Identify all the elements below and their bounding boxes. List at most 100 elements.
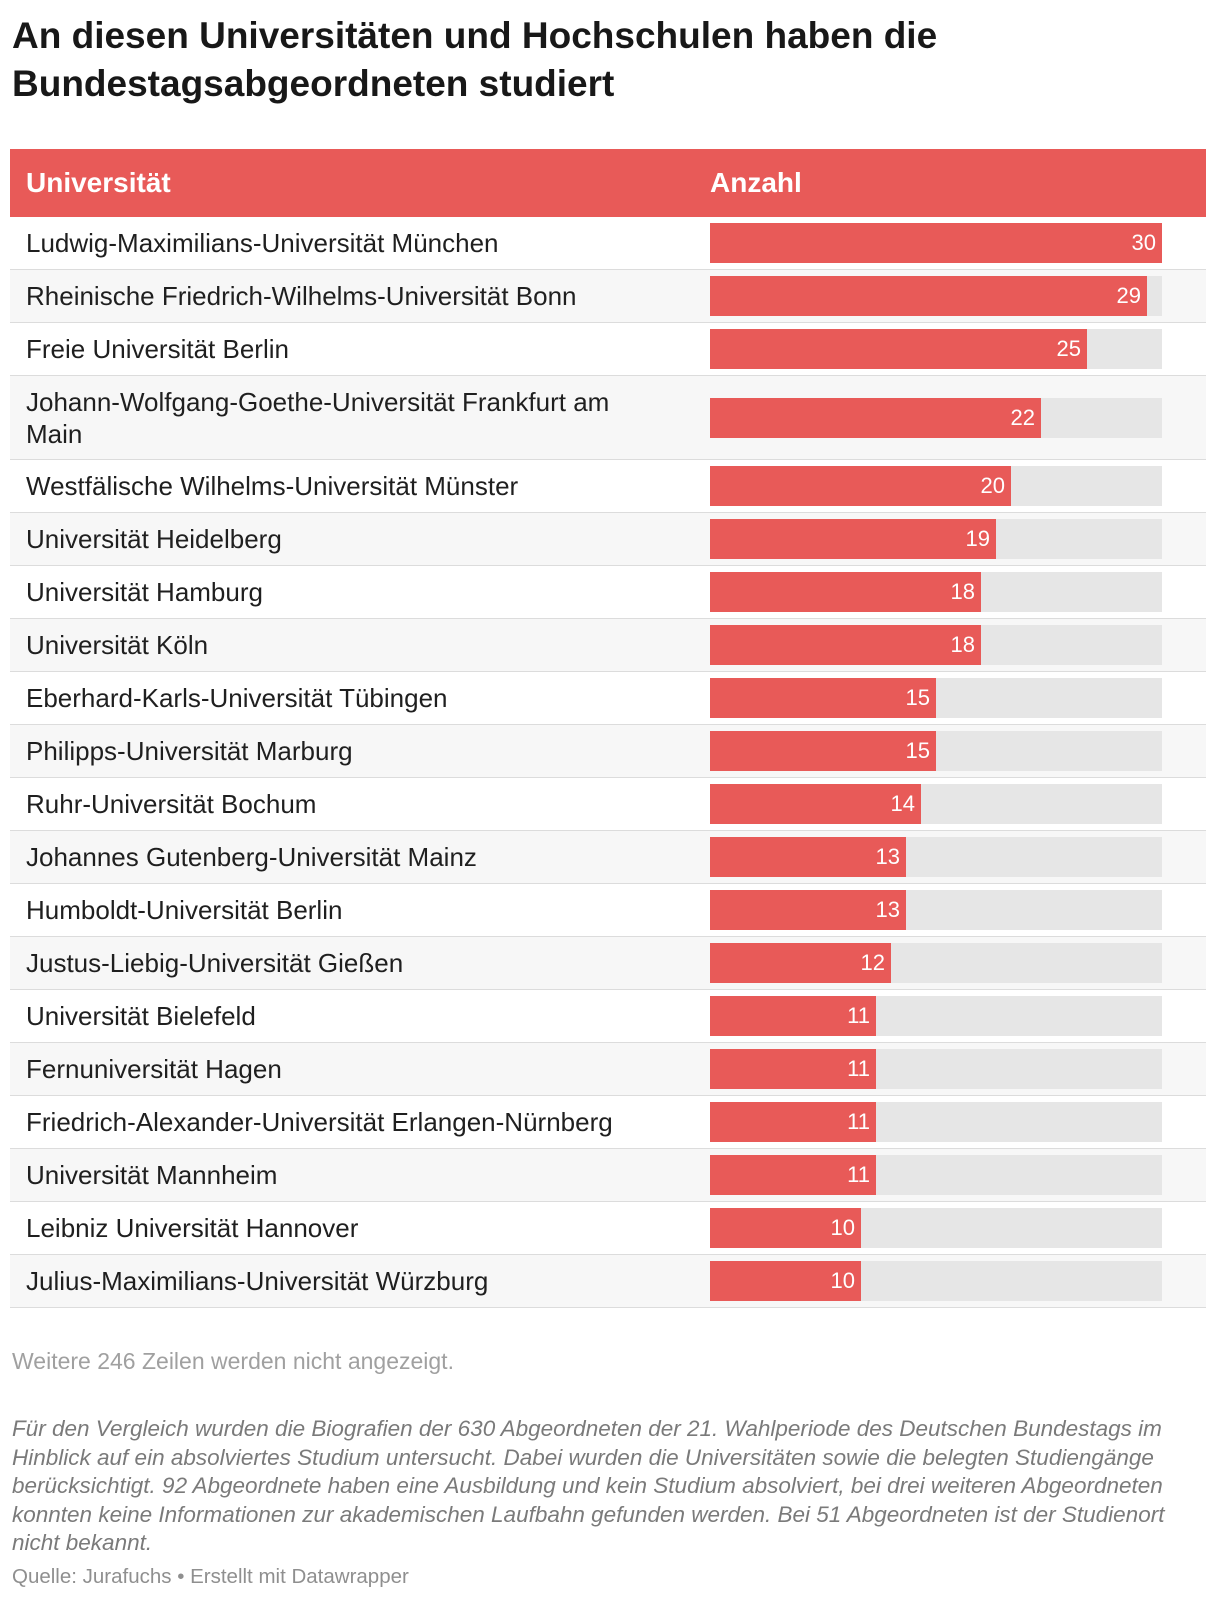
table-row: Universität Köln 18 bbox=[10, 619, 1206, 672]
bar: 10 bbox=[710, 1208, 861, 1248]
university-name: Eberhard-Karls-Universität Tübingen bbox=[26, 683, 448, 713]
column-header-anzahl[interactable]: Anzahl bbox=[710, 167, 802, 198]
bar: 11 bbox=[710, 1049, 876, 1089]
bar-track: 25 bbox=[710, 329, 1162, 369]
bar-cell: 15 bbox=[710, 725, 1206, 777]
bar-value-label: 10 bbox=[830, 1215, 855, 1240]
bar-track: 15 bbox=[710, 731, 1162, 771]
bar-value-label: 13 bbox=[875, 844, 900, 869]
bar-value-label: 13 bbox=[875, 897, 900, 922]
bar-cell: 11 bbox=[710, 1096, 1206, 1148]
bar-track: 13 bbox=[710, 890, 1162, 930]
table-row: Ruhr-Universität Bochum 14 bbox=[10, 778, 1206, 831]
data-table: Universität Anzahl Ludwig-Maximilians-Un… bbox=[10, 149, 1206, 1308]
university-name: Rheinische Friedrich-Wilhelms-Universitä… bbox=[26, 281, 577, 311]
bar: 18 bbox=[710, 625, 981, 665]
bar-cell: 10 bbox=[710, 1202, 1206, 1254]
bar-value-label: 30 bbox=[1131, 230, 1156, 255]
bar-value-label: 10 bbox=[830, 1268, 855, 1293]
source-credit: Quelle: Jurafuchs • Erstellt mit Datawra… bbox=[12, 1565, 409, 1588]
bar-cell: 13 bbox=[710, 831, 1206, 883]
bar-value-label: 18 bbox=[950, 632, 975, 657]
table-row: Universität Heidelberg 19 bbox=[10, 513, 1206, 566]
table-row: Universität Hamburg 18 bbox=[10, 566, 1206, 619]
bar: 14 bbox=[710, 784, 921, 824]
bar: 11 bbox=[710, 1102, 876, 1142]
bar-track: 11 bbox=[710, 1102, 1162, 1142]
table-row: Rheinische Friedrich-Wilhelms-Universitä… bbox=[10, 270, 1206, 323]
bar-cell: 25 bbox=[710, 323, 1206, 375]
table-header: Universität Anzahl bbox=[10, 149, 1206, 217]
bar-value-label: 11 bbox=[847, 1109, 870, 1134]
table-row: Johann-Wolfgang-Goethe-Universität Frank… bbox=[10, 376, 1206, 460]
bar-value-label: 14 bbox=[890, 791, 915, 816]
university-name: Universität Köln bbox=[26, 630, 209, 660]
bar-cell: 12 bbox=[710, 937, 1206, 989]
bar-track: 11 bbox=[710, 1155, 1162, 1195]
university-name: Julius-Maximilians-Universität Würzburg bbox=[26, 1266, 489, 1296]
bar-cell: 11 bbox=[710, 1149, 1206, 1201]
table-row: Universität Mannheim 11 bbox=[10, 1149, 1206, 1202]
bar-value-label: 22 bbox=[1010, 404, 1035, 430]
bar-value-label: 15 bbox=[905, 738, 930, 763]
bar: 10 bbox=[710, 1261, 861, 1301]
bar: 13 bbox=[710, 890, 906, 930]
university-name: Friedrich-Alexander-Universität Erlangen… bbox=[26, 1107, 613, 1137]
table-row: Philipps-Universität Marburg 15 bbox=[10, 725, 1206, 778]
university-name: Universität Bielefeld bbox=[26, 1001, 256, 1031]
table-row: Freie Universität Berlin 25 bbox=[10, 323, 1206, 376]
university-name: Ludwig-Maximilians-Universität München bbox=[26, 228, 499, 258]
university-name: Ruhr-Universität Bochum bbox=[26, 789, 317, 819]
table-row: Johannes Gutenberg-Universität Mainz 13 bbox=[10, 831, 1206, 884]
table-row: Leibniz Universität Hannover 10 bbox=[10, 1202, 1206, 1255]
bar-track: 15 bbox=[710, 678, 1162, 718]
bar: 15 bbox=[710, 678, 936, 718]
bar-track: 10 bbox=[710, 1208, 1162, 1248]
university-name: Universität Hamburg bbox=[26, 577, 263, 607]
university-name: Justus-Liebig-Universität Gießen bbox=[26, 948, 404, 978]
bar: 30 bbox=[710, 223, 1162, 263]
university-name: Universität Mannheim bbox=[26, 1160, 278, 1190]
bar-track: 11 bbox=[710, 996, 1162, 1036]
bar-value-label: 12 bbox=[860, 950, 885, 975]
bar-value-label: 19 bbox=[965, 526, 990, 551]
bar: 25 bbox=[710, 329, 1087, 369]
bar: 11 bbox=[710, 996, 876, 1036]
table-row: Eberhard-Karls-Universität Tübingen 15 bbox=[10, 672, 1206, 725]
bar-cell: 11 bbox=[710, 1043, 1206, 1095]
bar-value-label: 18 bbox=[950, 579, 975, 604]
university-name: Humboldt-Universität Berlin bbox=[26, 895, 343, 925]
table-row: Westfälische Wilhelms-Universität Münste… bbox=[10, 460, 1206, 513]
methodology-note: Für den Vergleich wurden die Biografien … bbox=[12, 1416, 1165, 1555]
bar-value-label: 29 bbox=[1116, 283, 1141, 308]
bar-value-label: 25 bbox=[1056, 336, 1081, 361]
bar-track: 29 bbox=[710, 276, 1162, 316]
university-name: Fernuniversität Hagen bbox=[26, 1054, 282, 1084]
bar: 12 bbox=[710, 943, 891, 983]
bar-track: 11 bbox=[710, 1049, 1162, 1089]
bar-cell: 14 bbox=[710, 778, 1206, 830]
bar-cell: 19 bbox=[710, 513, 1206, 565]
table-row: Friedrich-Alexander-Universität Erlangen… bbox=[10, 1096, 1206, 1149]
table-row: Universität Bielefeld 11 bbox=[10, 990, 1206, 1043]
bar-track: 18 bbox=[710, 572, 1162, 612]
bar: 18 bbox=[710, 572, 981, 612]
table-row: Ludwig-Maximilians-Universität München 30 bbox=[10, 217, 1206, 270]
bar-cell: 11 bbox=[710, 990, 1206, 1042]
university-name: Leibniz Universität Hannover bbox=[26, 1213, 359, 1243]
more-rows-note: Weitere 246 Zeilen werden nicht angezeig… bbox=[12, 1348, 454, 1374]
bar-cell: 30 bbox=[710, 217, 1206, 269]
bar-cell: 20 bbox=[710, 460, 1206, 512]
bar-track: 12 bbox=[710, 943, 1162, 983]
bar-cell: 29 bbox=[710, 270, 1206, 322]
table-row: Fernuniversität Hagen 11 bbox=[10, 1043, 1206, 1096]
bar-cell: 10 bbox=[710, 1255, 1206, 1307]
university-name: Johann-Wolfgang-Goethe-Universität Frank… bbox=[26, 386, 610, 449]
bar-track: 20 bbox=[710, 466, 1162, 506]
bar: 19 bbox=[710, 519, 996, 559]
bar-track: 19 bbox=[710, 519, 1162, 559]
table-row: Humboldt-Universität Berlin 13 bbox=[10, 884, 1206, 937]
column-header-universitaet[interactable]: Universität bbox=[26, 167, 171, 198]
bar: 22 bbox=[710, 397, 1041, 438]
